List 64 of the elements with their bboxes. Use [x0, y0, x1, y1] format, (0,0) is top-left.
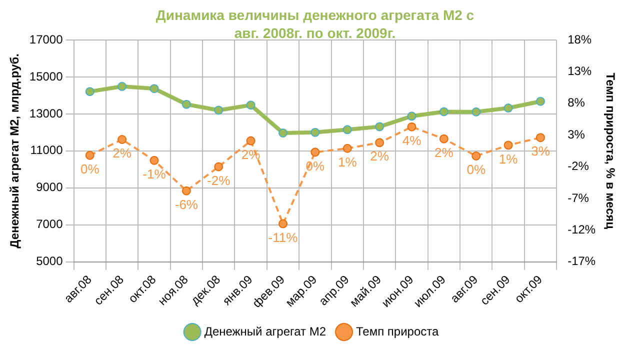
point	[214, 106, 224, 115]
data-label: 1%	[498, 151, 518, 166]
point	[504, 140, 513, 150]
point	[536, 133, 545, 142]
point	[118, 135, 127, 144]
data-label: -11%	[268, 230, 298, 245]
point	[118, 82, 127, 91]
point	[472, 151, 481, 160]
point	[375, 122, 384, 132]
point	[85, 150, 94, 160]
y2-tick-label: 18%	[568, 32, 592, 46]
point	[407, 122, 416, 132]
y-axis-title: Денежный агрегат М2, млрд.руб.	[8, 53, 22, 248]
data-label: 4%	[402, 132, 422, 148]
y-tick-label: 13000	[29, 106, 64, 120]
y-tick-label: 11000	[30, 143, 64, 158]
point	[407, 112, 416, 121]
point	[536, 96, 545, 106]
y-tick-label: 9000	[36, 180, 64, 194]
data-label: 3%	[531, 144, 550, 159]
data-label: -6%	[174, 196, 198, 212]
data-label: 2%	[434, 144, 454, 160]
y-tick-label: 15000	[29, 69, 64, 84]
y-tick-label: 7000	[36, 217, 64, 232]
data-label: 0%	[80, 161, 100, 176]
point	[85, 87, 94, 96]
data-label: 1%	[338, 154, 358, 170]
point	[150, 156, 159, 165]
y2-tick-label: 13%	[568, 64, 592, 78]
y2-tick-label: 8%	[568, 96, 586, 110]
point	[182, 100, 191, 109]
data-label: -2%	[207, 172, 231, 188]
point	[439, 107, 448, 116]
y2-tick-label: -2%	[568, 159, 590, 174]
point	[375, 138, 384, 148]
point	[439, 134, 448, 144]
y2-tick-label: -7%	[568, 190, 590, 205]
point	[246, 100, 256, 110]
data-label: 0%	[306, 158, 326, 174]
point	[342, 144, 352, 153]
legend-label: Денежный агрегат М2	[204, 324, 326, 338]
y2-tick-label: 3%	[568, 127, 586, 142]
point	[246, 136, 256, 146]
data-label: 2%	[370, 148, 390, 164]
point	[214, 162, 224, 172]
point	[472, 107, 481, 116]
point	[504, 104, 513, 113]
data-label: 0%	[466, 162, 486, 178]
point	[278, 128, 288, 138]
y-tick-label: 17000	[29, 32, 64, 46]
chart-title: Динамика величины денежного агрегата М2 с авг. 2008г. по окт. 2009г.	[154, 6, 476, 42]
point	[150, 84, 159, 94]
y-tick-label: 5000	[36, 254, 64, 268]
y2-axis-title: Темп прироста, % в месяц	[603, 72, 618, 230]
point	[182, 186, 191, 196]
point	[342, 125, 352, 134]
point	[310, 148, 320, 157]
y2-tick-label: -17%	[568, 254, 596, 268]
data-label: 2%	[112, 146, 132, 161]
point	[310, 128, 320, 137]
y2-tick-label: -12%	[568, 222, 596, 236]
legend-label: Темп прироста	[356, 324, 440, 338]
point	[278, 219, 288, 228]
data-label: -1%	[142, 166, 166, 182]
